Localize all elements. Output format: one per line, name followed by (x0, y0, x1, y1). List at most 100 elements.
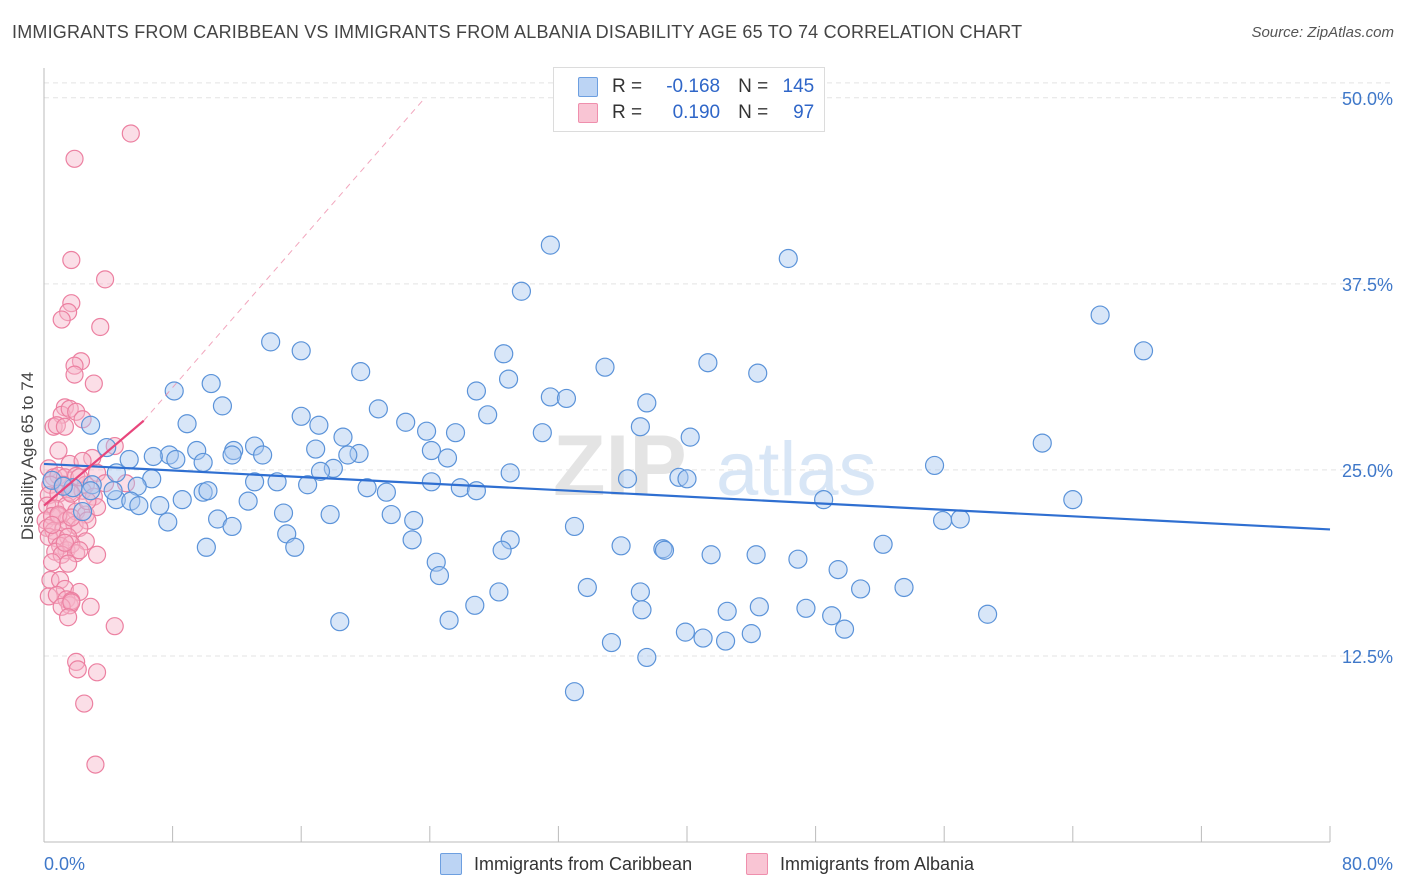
caribbean-point (72, 501, 93, 522)
caribbean-point (187, 440, 207, 461)
caribbean-point (338, 445, 358, 465)
albania-point (95, 270, 115, 289)
caribbean-point (129, 496, 149, 516)
albania-point (67, 402, 86, 421)
legend-row-caribbean: R = -0.168 N = 145 (578, 75, 814, 99)
y-tick-label: 25.0% (1342, 461, 1393, 481)
caribbean-point (532, 423, 552, 443)
caribbean-point (306, 439, 326, 459)
caribbean-point (445, 423, 466, 443)
caribbean-point (564, 682, 585, 702)
albania-legend-swatch (746, 853, 768, 875)
caribbean-point (611, 536, 631, 556)
caribbean-point (494, 344, 514, 364)
caribbean-point (693, 628, 713, 648)
trend-lines (43, 97, 1331, 531)
caribbean-point (333, 427, 353, 447)
y-axis-label: Disability Age 65 to 74 (18, 372, 37, 540)
caribbean-point (273, 503, 294, 523)
caribbean-point (298, 475, 318, 495)
albania-n-value: 97 (793, 102, 815, 123)
y-tick-label: 12.5% (1342, 647, 1393, 667)
caribbean-point (103, 481, 123, 501)
albania-point (87, 663, 107, 682)
caribbean-point (617, 469, 638, 489)
albania-point (59, 554, 78, 573)
caribbean-point (715, 631, 736, 651)
albania-point (87, 545, 107, 564)
caribbean-point (680, 427, 700, 447)
bottom-legend-caribbean: Immigrants from Caribbean (440, 852, 692, 876)
albania-point (65, 365, 84, 384)
caribbean-point (222, 445, 242, 465)
albania-point (121, 124, 140, 143)
caribbean-n-value: 145 (782, 76, 815, 97)
caribbean-point (932, 510, 953, 531)
x-tick-label-max: 80.0% (1342, 854, 1393, 874)
watermark-zip: ZIP (553, 418, 687, 514)
caribbean-point (500, 530, 520, 550)
caribbean-point (630, 417, 650, 437)
caribbean-point (950, 509, 970, 529)
caribbean-point (320, 504, 340, 525)
caribbean-point (351, 362, 371, 382)
watermark: ZIP atlas (553, 418, 877, 514)
albania-point (55, 417, 74, 436)
albania-legend-label: Immigrants from Albania (780, 853, 975, 874)
legend-n-label: N = (738, 76, 769, 97)
caribbean-point (368, 399, 388, 419)
caribbean-point (253, 445, 273, 465)
caribbean-trend-line (43, 462, 1331, 531)
axes (43, 68, 1331, 843)
caribbean-point (396, 412, 416, 432)
albania-point (84, 374, 103, 393)
caribbean-point (421, 440, 442, 461)
caribbean-point (291, 341, 311, 361)
caribbean-point (429, 565, 450, 586)
albania-point (62, 593, 81, 612)
albania-point (52, 597, 71, 616)
caribbean-point (814, 490, 834, 510)
caribbean-point (196, 537, 216, 557)
caribbean-point (466, 381, 487, 401)
legend-r-label: R = (612, 102, 643, 123)
caribbean-point (198, 481, 218, 501)
caribbean-point (511, 281, 532, 301)
caribbean-point (439, 610, 459, 630)
caribbean-point (489, 582, 509, 602)
caribbean-point (376, 482, 396, 502)
caribbean-point (851, 579, 871, 599)
albania-point (86, 755, 105, 774)
series-albania (36, 124, 140, 774)
caribbean-point (42, 470, 62, 490)
caribbean-point (285, 537, 305, 557)
caribbean-point (1133, 341, 1154, 361)
albania-point (59, 608, 78, 627)
legend-n-label: N = (738, 102, 769, 123)
caribbean-point (119, 449, 139, 470)
albania-point (68, 660, 87, 679)
albania-point (62, 250, 81, 270)
albania-point (59, 303, 78, 322)
caribbean-point (404, 510, 424, 531)
grid-lines (44, 82, 1390, 657)
caribbean-point (466, 481, 487, 501)
albania-point (65, 149, 84, 168)
caribbean-point (291, 406, 311, 426)
caribbean-point (796, 598, 816, 618)
caribbean-point (741, 624, 761, 644)
caribbean-point (834, 619, 855, 639)
albania-point (52, 310, 71, 329)
caribbean-point (746, 545, 766, 565)
caribbean-swatch (578, 77, 598, 97)
caribbean-point (238, 491, 258, 511)
caribbean-point (637, 393, 657, 413)
caribbean-point (540, 387, 560, 407)
albania-point (62, 508, 81, 527)
caribbean-point (500, 463, 520, 483)
watermark-atlas: atlas (716, 427, 877, 512)
caribbean-point (150, 496, 170, 516)
caribbean-legend-label: Immigrants from Caribbean (474, 853, 693, 874)
caribbean-point (357, 478, 377, 498)
